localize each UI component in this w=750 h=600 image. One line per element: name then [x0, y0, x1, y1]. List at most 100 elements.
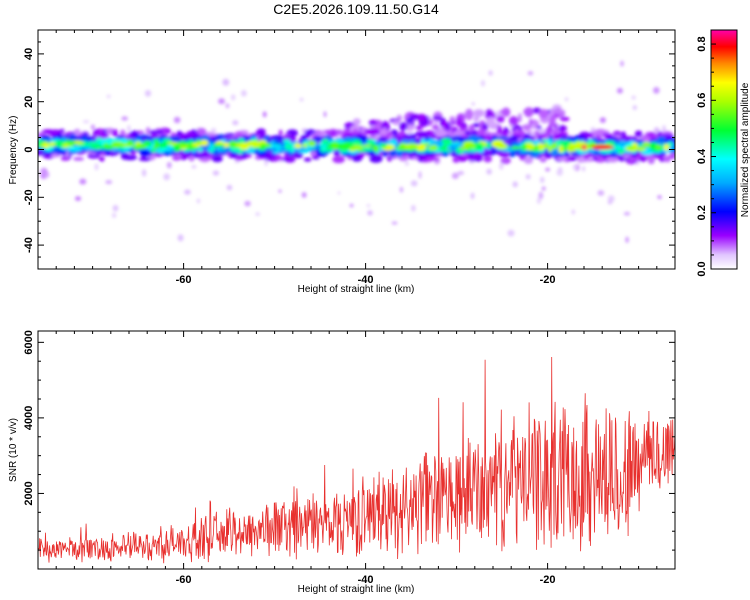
spectrogram-band-blob: [188, 155, 195, 162]
spectrogram-weak-blob: [553, 109, 566, 115]
spectrogram-band-blob: [606, 157, 619, 163]
snr-panel: -60 -40 -20 2000 4000 6000 Height of straight…: [8, 330, 676, 595]
spectrogram-band-blob: [96, 137, 102, 144]
spectrogram-band-blob: [617, 148, 625, 154]
spectrogram-band-blob: [172, 155, 181, 161]
spectrogram-speck: [144, 90, 152, 97]
spectrogram-speck: [653, 127, 660, 133]
spectrogram-speck: [539, 176, 545, 184]
spectrogram-band-blob: [422, 158, 429, 162]
spectrogram-band-blob: [547, 145, 553, 153]
spectrogram-speck: [112, 204, 119, 212]
spectrogram-speck: [262, 111, 267, 118]
spectrogram-speck: [196, 198, 200, 204]
spectrogram-weak-blob: [392, 120, 401, 126]
spectrogram-weak-blob: [455, 116, 463, 127]
spectrogram-speck: [662, 125, 666, 133]
spectrogram-band-blob: [618, 140, 627, 147]
spectrogram-weak-blob: [446, 122, 451, 130]
spectrogram-band-blob: [331, 130, 336, 136]
spectrogram-speck: [545, 167, 551, 172]
spectrogram-band-blob: [294, 143, 302, 148]
spectrogram-band-blob: [451, 142, 464, 146]
snr-ylabel: SNR (10 * v/v): [8, 418, 19, 482]
x-tick-label: -40: [358, 274, 374, 286]
spectrogram-speck: [451, 172, 459, 180]
spectrogram-band-blob: [60, 156, 70, 161]
spectrogram-speck: [399, 186, 404, 193]
spectrogram-band-blob: [647, 156, 655, 165]
spectrogram-band-blob: [633, 147, 647, 151]
spectrogram-speck: [225, 103, 230, 109]
spectrogram-speck: [226, 184, 233, 191]
spectrogram-weak-blob: [503, 127, 509, 132]
x-tick-label: -20: [540, 574, 556, 586]
spectrogram-band-blob: [284, 143, 293, 151]
spectrogram-speck: [470, 192, 475, 200]
spectrogram-speck: [623, 211, 631, 216]
spectrogram-weak-blob: [517, 114, 522, 123]
spectrogram-speck: [538, 191, 544, 200]
spectrogram-band-blob: [348, 144, 355, 148]
y-tick-label: 2000: [23, 481, 35, 505]
spectrogram-speck: [177, 234, 184, 242]
spectrogram-band-blob: [332, 155, 345, 164]
spectrogram-band-blob: [123, 154, 138, 161]
spectrogram-band-blob: [427, 146, 435, 150]
spectrogram-speck: [244, 200, 251, 207]
spectrogram-band-blob: [239, 142, 250, 151]
spectrogram-speck: [488, 70, 493, 76]
spectrogram-band-blob: [378, 137, 385, 142]
spectrogram-weak-blob: [431, 124, 440, 130]
spectrogram-speck: [163, 173, 170, 181]
x-tick-label: -60: [176, 574, 192, 586]
spectrogram-speck: [536, 197, 541, 204]
spectrogram-band-blob: [403, 144, 417, 149]
colorbar: 0.0 0.2 0.4 0.6 0.8 Normalized spectral ampl…: [696, 29, 750, 277]
spectrogram-weak-blob: [553, 123, 558, 129]
spectrogram-speck: [457, 170, 465, 176]
spectrogram-weak-blob: [496, 125, 502, 136]
spectrogram-panel: -60 -40 -20 -40 -20 0 20 40 Height of straight …: [8, 29, 676, 295]
spectrogram-weak-blob: [523, 107, 534, 118]
spectrogram-band-blob: [338, 132, 343, 136]
spectrogram-weak-blob: [368, 119, 376, 126]
spectrogram-band-blob: [498, 151, 510, 157]
spectrogram-band-blob: [146, 135, 152, 140]
spectrogram-band-blob: [663, 144, 670, 151]
spectrogram-band-blob: [667, 141, 673, 147]
spectrogram-band-blob: [413, 145, 419, 149]
spectrogram-band-blob: [209, 142, 214, 150]
spectrogram-weak-blob: [481, 123, 489, 131]
spectrogram-band-blob: [263, 143, 272, 148]
spectrogram-band-blob: [388, 149, 397, 157]
spectrogram-speck: [486, 168, 492, 175]
spectrogram-band-blob: [158, 142, 168, 148]
spectrogram-band-blob: [112, 129, 118, 137]
spectrogram-speck: [653, 87, 660, 94]
spectrogram-speck: [572, 164, 578, 171]
spectrogram-band-blob: [195, 152, 201, 159]
spectrogram-band-blob: [69, 140, 76, 146]
spectrogram-band-blob: [634, 130, 643, 138]
spectrogram-speck: [410, 180, 418, 187]
spectrogram-band-blob: [301, 136, 307, 143]
spectrogram-band-blob: [178, 140, 188, 145]
spectrogram-band-blob: [302, 143, 308, 148]
spectrogram-speck: [541, 186, 546, 191]
spectrogram-band-blob: [315, 144, 321, 150]
spectrogram-band-blob: [568, 156, 578, 162]
spectrogram-band-blob: [247, 140, 262, 148]
spectrogram-weak-blob: [352, 118, 361, 126]
spectrogram-band-blob: [362, 144, 372, 148]
spectrogram-band-blob: [372, 144, 380, 153]
spectrogram-band-blob: [191, 143, 203, 147]
spectrogram-ylabel: Frequency (Hz): [8, 116, 19, 185]
spectrogram-speck: [127, 125, 131, 132]
spectrogram-band-blob: [216, 146, 223, 152]
spectrogram-weak-blob: [508, 116, 519, 126]
spectrogram-band-blob: [516, 130, 526, 138]
spectrogram-band-blob: [415, 144, 426, 151]
spectrogram-speck: [631, 95, 636, 100]
spectrogram-band-blob: [483, 155, 492, 163]
